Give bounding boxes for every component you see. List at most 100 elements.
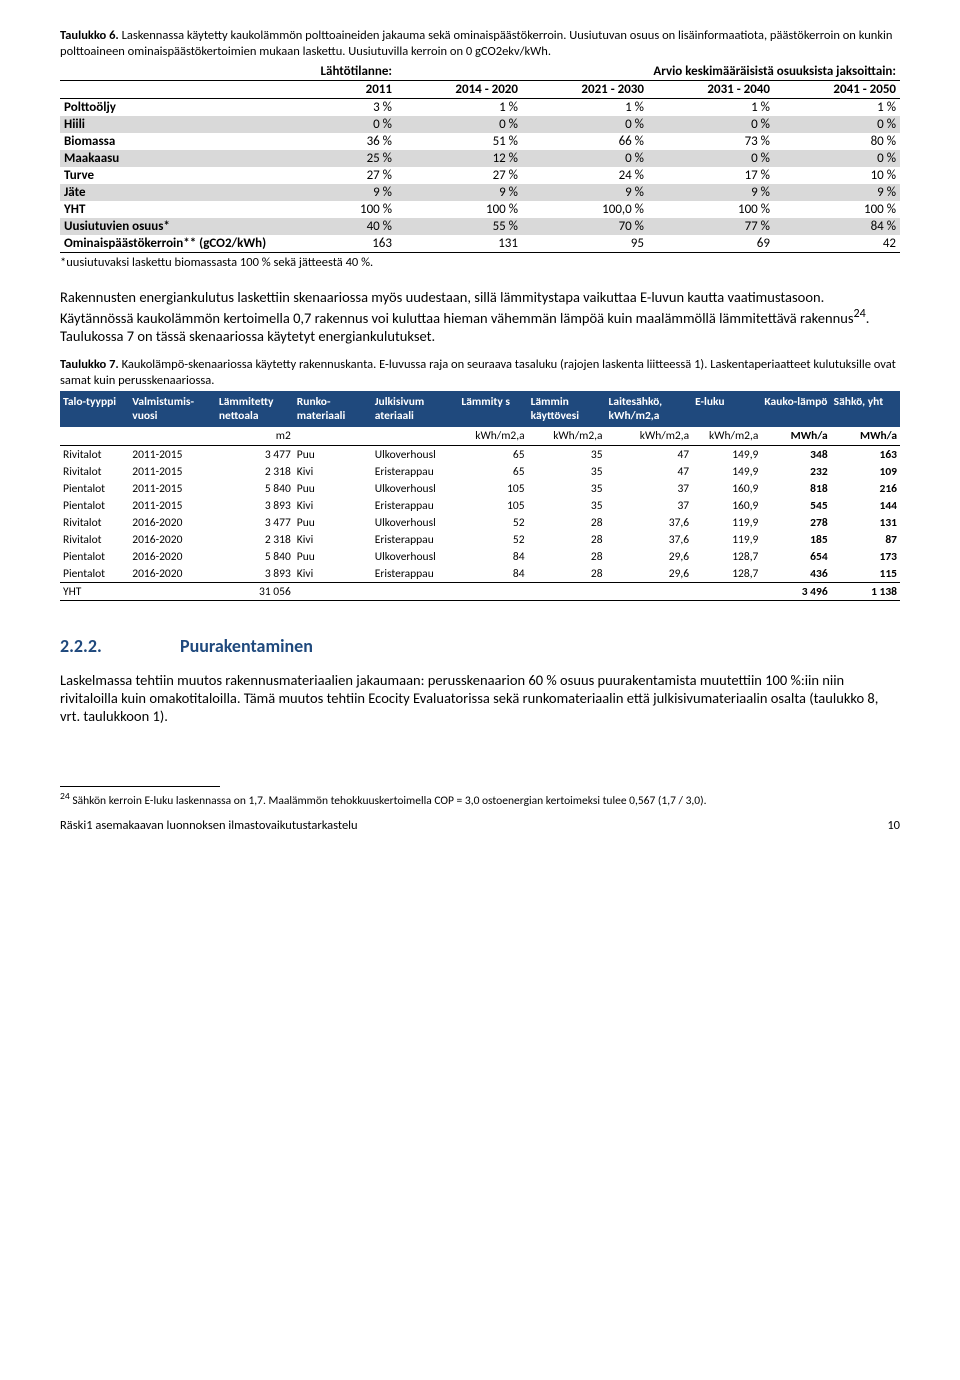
table7-total-cell xyxy=(692,583,761,601)
table6-cell: 9 % xyxy=(522,184,648,201)
table7-cell: 163 xyxy=(831,446,900,464)
table6-cell: 9 % xyxy=(278,184,396,201)
table7-cell: 105 xyxy=(458,497,527,514)
table7-unit-cell: kWh/m2,a xyxy=(606,427,693,446)
table7-total-cell: 3 496 xyxy=(761,583,830,601)
table6-cell: 100 % xyxy=(648,201,774,218)
table7-cell: 2011-2015 xyxy=(129,480,216,497)
table7-caption: Taulukko 7. Kaukolämpö-skenaariossa käyt… xyxy=(60,357,900,390)
table7-total-cell xyxy=(606,583,693,601)
section-heading: 2.2.2.Puurakentaminen xyxy=(60,635,900,657)
table7-cell: 28 xyxy=(528,514,606,531)
table7-cell: Kivi xyxy=(294,463,372,480)
table6-cell: 25 % xyxy=(278,150,396,167)
table6-cell: 73 % xyxy=(648,133,774,150)
table7-col-header: Lämmin käyttövesi xyxy=(528,391,606,427)
table7-cell: 2 318 xyxy=(216,531,294,548)
table7-cell: 5 840 xyxy=(216,480,294,497)
table6-row-label: Hiili xyxy=(60,116,278,133)
table7-cell: 37,6 xyxy=(606,531,693,548)
table6-head-b: Arvio keskimääräisistä osuuksista jaksoi… xyxy=(396,63,900,81)
table7-cell: 2011-2015 xyxy=(129,446,216,464)
table7-cell: 436 xyxy=(761,565,830,583)
table6-cell: 40 % xyxy=(278,218,396,235)
table7-cell: 115 xyxy=(831,565,900,583)
table6-cell: 66 % xyxy=(522,133,648,150)
footnote-24: 24 Sähkön kerroin E-luku laskennassa on … xyxy=(60,791,900,808)
table7-cell: 160,9 xyxy=(692,497,761,514)
table7-total-cell xyxy=(458,583,527,601)
table7-cell: 29,6 xyxy=(606,548,693,565)
table7-unit-cell: kWh/m2,a xyxy=(528,427,606,446)
table7-col-header: Runko-materiaali xyxy=(294,391,372,427)
table7-cell: Rivitalot xyxy=(60,514,129,531)
table6-cell: 80 % xyxy=(774,133,900,150)
table7-cell: 105 xyxy=(458,480,527,497)
table7-col-header: Valmistumis-vuosi xyxy=(129,391,216,427)
table7-cell: 2016-2020 xyxy=(129,565,216,583)
table6-cell: 0 % xyxy=(648,116,774,133)
table7-cell: 185 xyxy=(761,531,830,548)
table6-cell: 1 % xyxy=(774,98,900,116)
table7-cell: 128,7 xyxy=(692,565,761,583)
table7-cell: 2016-2020 xyxy=(129,531,216,548)
table7-cell: 65 xyxy=(458,463,527,480)
table7-cell: 654 xyxy=(761,548,830,565)
table7-unit-cell xyxy=(60,427,129,446)
table6-cell: 100 % xyxy=(774,201,900,218)
table6-cell: 77 % xyxy=(648,218,774,235)
table6-cell: 24 % xyxy=(522,167,648,184)
table6-cell: 27 % xyxy=(278,167,396,184)
table7-cell: 37,6 xyxy=(606,514,693,531)
table7-cell: 3 477 xyxy=(216,446,294,464)
table7-cell: 47 xyxy=(606,446,693,464)
table6-row-label: Ominaispäästökerroin** (gCO2/kWh) xyxy=(60,235,278,253)
table7-cell: Pientalot xyxy=(60,497,129,514)
table7-cell: 28 xyxy=(528,531,606,548)
heading-title: Puurakentaminen xyxy=(180,635,313,657)
table6-cell: 163 xyxy=(278,235,396,253)
table6-cell: 0 % xyxy=(648,150,774,167)
table6-row-label: Polttoöljy xyxy=(60,98,278,116)
page-footer: Räski1 asemakaavan luonnoksen ilmastovai… xyxy=(60,818,900,833)
table6-head-a: Lähtötilanne: xyxy=(278,63,396,81)
table6-caption: Taulukko 6. Laskennassa käytetty kaukolä… xyxy=(60,28,900,61)
table6-cell: 1 % xyxy=(648,98,774,116)
table7-cell: Puu xyxy=(294,548,372,565)
table6-cell: 55 % xyxy=(396,218,522,235)
table6-cell: 0 % xyxy=(396,116,522,133)
table7-cell: Rivitalot xyxy=(60,463,129,480)
table6-cell: 100,0 % xyxy=(522,201,648,218)
table7-cell: 818 xyxy=(761,480,830,497)
table7-cell: 35 xyxy=(528,497,606,514)
table7-cell: Puu xyxy=(294,446,372,464)
table7-cell: Eristerappau xyxy=(372,497,459,514)
table7-cell: Rivitalot xyxy=(60,446,129,464)
table6-cell: 0 % xyxy=(522,150,648,167)
table7-unit-cell xyxy=(294,427,372,446)
table7-cell: Pientalot xyxy=(60,480,129,497)
table7-total-cell: 1 138 xyxy=(831,583,900,601)
table7-cell: 84 xyxy=(458,565,527,583)
table7-unit-cell xyxy=(129,427,216,446)
table7-unit-cell: MWh/a xyxy=(831,427,900,446)
table6-cell: 51 % xyxy=(396,133,522,150)
table7-cell: 278 xyxy=(761,514,830,531)
table7-col-header: Julkisivum ateriaali xyxy=(372,391,459,427)
table6-cell: 10 % xyxy=(774,167,900,184)
table7-col-header: Lämmity s xyxy=(458,391,527,427)
footnote-separator xyxy=(60,786,220,787)
table6-cell: 1 % xyxy=(396,98,522,116)
table7-cell: Pientalot xyxy=(60,548,129,565)
table7-cell: 348 xyxy=(761,446,830,464)
table7-cell: 35 xyxy=(528,480,606,497)
table6-cell: 100 % xyxy=(396,201,522,218)
table7-cell: Ulkoverhousl xyxy=(372,446,459,464)
table6-cell: 12 % xyxy=(396,150,522,167)
table7-cell: Kivi xyxy=(294,497,372,514)
table7-cell: 84 xyxy=(458,548,527,565)
paragraph-2: Laskelmassa tehtiin muutos rakennusmater… xyxy=(60,671,900,725)
table7-cell: 109 xyxy=(831,463,900,480)
table7-total-cell: YHT xyxy=(60,583,129,601)
table7-cell: 160,9 xyxy=(692,480,761,497)
